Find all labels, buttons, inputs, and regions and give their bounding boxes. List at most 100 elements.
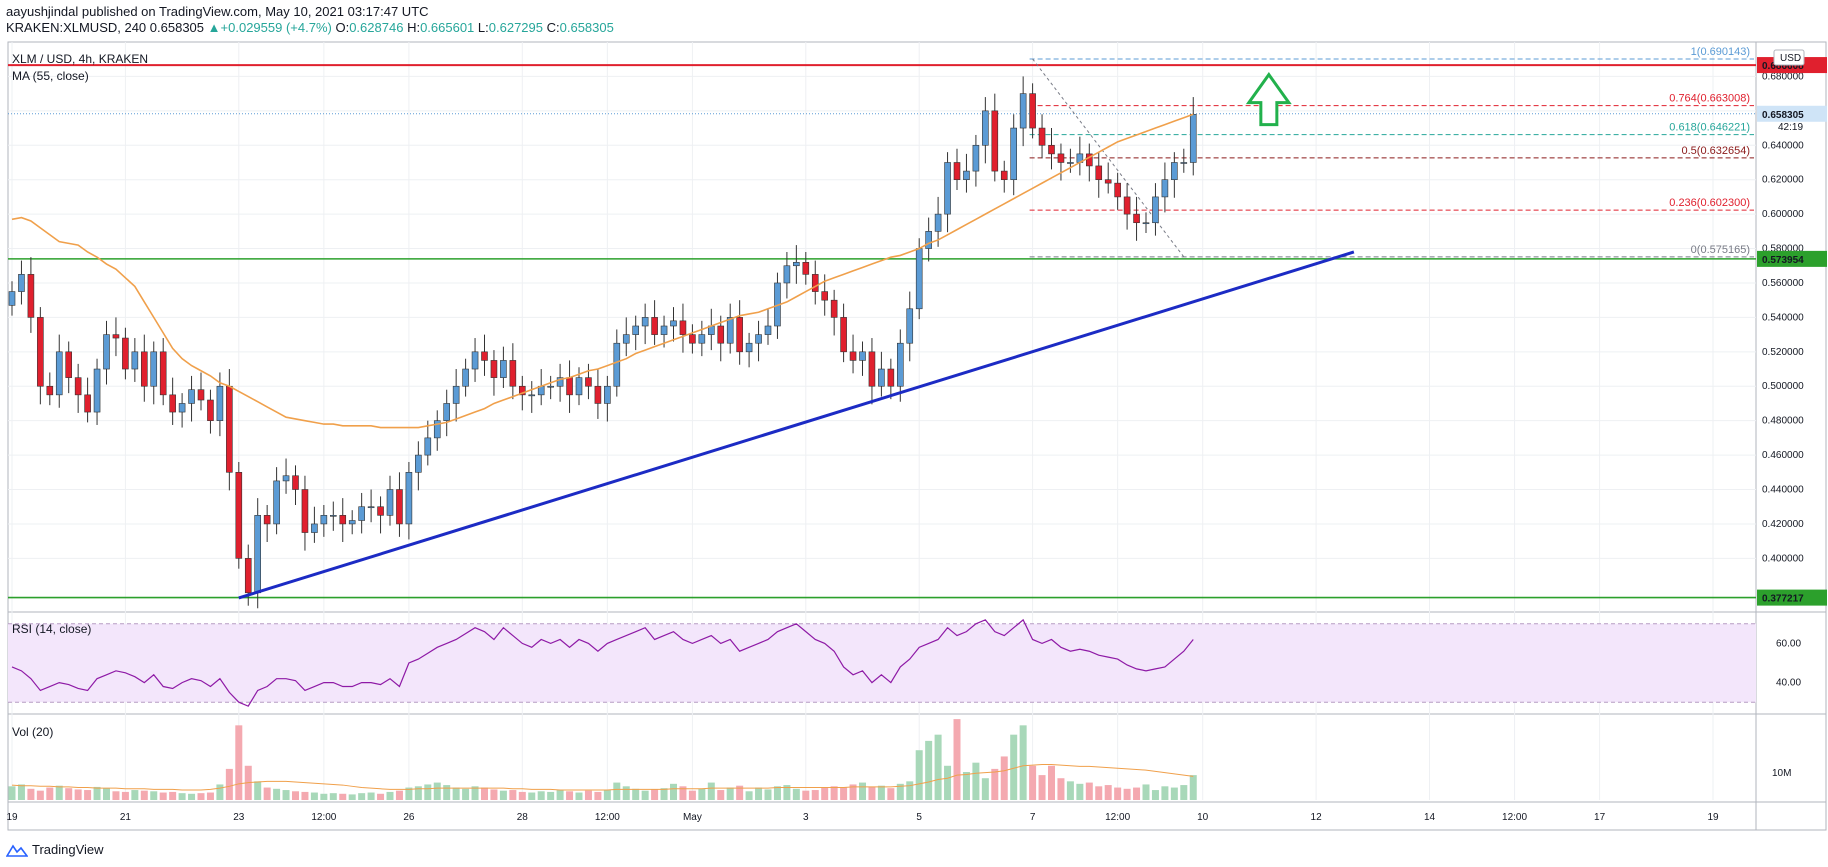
volume-bar (1010, 734, 1018, 800)
x-tick-label: 23 (233, 812, 245, 823)
up-arrow-icon (1245, 72, 1292, 127)
candle (1161, 179, 1169, 198)
volume-bar (1170, 787, 1178, 800)
volume-bar (603, 790, 611, 800)
candle (1029, 93, 1036, 129)
candle (122, 337, 129, 370)
candle (452, 385, 460, 404)
y-tick-label: 0.500000 (1762, 381, 1804, 392)
candle (972, 144, 980, 172)
volume-bar (424, 784, 432, 800)
candle (37, 317, 44, 387)
candle (632, 325, 640, 335)
volume-bar (150, 791, 158, 800)
last-price: 0.658305 (149, 20, 205, 35)
volume-bar (254, 781, 262, 800)
candle (216, 385, 224, 421)
volume-bar (178, 793, 186, 800)
volume-bar (358, 793, 366, 800)
close-value: 0.658305 (559, 20, 614, 35)
rsi-line (11, 618, 1194, 707)
candle (1038, 127, 1046, 146)
candle (849, 351, 857, 361)
volume-bar (566, 791, 574, 800)
volume-bar (131, 790, 139, 800)
candle (793, 262, 800, 267)
candle (169, 394, 176, 413)
volume-bar (481, 787, 488, 800)
candle (481, 351, 488, 361)
volume-bar (764, 789, 772, 800)
volume-bar (632, 788, 640, 800)
volume-bar (443, 785, 451, 800)
volume-bar (726, 787, 734, 800)
volume-bar (84, 790, 92, 800)
y-tick-label: 0.620000 (1762, 175, 1804, 186)
volume-bar (613, 782, 621, 800)
volume-bar (310, 792, 318, 800)
volume-bar (74, 789, 82, 800)
volume-bar (651, 789, 659, 800)
candle (660, 325, 668, 335)
candle (282, 475, 290, 482)
volume-bar (414, 786, 422, 800)
x-tick-label: 12:00 (595, 812, 620, 823)
volume-bar (518, 791, 526, 800)
candle (396, 489, 403, 525)
candle (141, 351, 148, 387)
currency-button[interactable]: USD (1773, 49, 1805, 66)
candle (915, 248, 923, 310)
candle (963, 170, 970, 180)
y-tick-label: 0.640000 (1762, 140, 1804, 151)
candle (783, 265, 791, 284)
candle (424, 437, 432, 456)
volume-bar (329, 793, 337, 800)
volume-bar (622, 786, 630, 800)
candle (509, 360, 517, 387)
candle (377, 506, 384, 516)
volume-bar (584, 790, 592, 800)
volume-bar (802, 790, 810, 800)
vol-tick-label: 10M (1772, 768, 1791, 779)
volume-bar (188, 793, 196, 800)
candle (273, 480, 280, 525)
candle (311, 523, 318, 533)
volume-bar (301, 791, 309, 800)
footer: TradingView (6, 842, 104, 857)
volume-bar (670, 783, 677, 800)
volume-bar (282, 790, 290, 800)
rsi-tick-label: 60.00 (1776, 638, 1801, 649)
last-price-tag: 0.658305 (1762, 110, 1804, 121)
candle (651, 317, 658, 335)
brand-name: TradingView (32, 842, 104, 857)
candle (55, 351, 63, 396)
y-tick-label: 0.460000 (1762, 450, 1804, 461)
volume-bar (953, 719, 961, 800)
volume-bar (103, 788, 110, 800)
candle (934, 213, 942, 232)
y-tick-label: 0.580000 (1762, 244, 1804, 255)
volume-bar (868, 786, 876, 800)
x-tick-label: 7 (1030, 812, 1036, 823)
candle (1104, 179, 1112, 184)
chart-header: aayushjindal published on TradingView.co… (6, 4, 614, 36)
volume-bar (736, 785, 744, 800)
volume-bar (1161, 786, 1169, 800)
candle (93, 368, 101, 413)
candle (329, 515, 337, 517)
candle (235, 472, 243, 559)
candle (301, 489, 309, 533)
candle (594, 385, 602, 404)
volume-bar (944, 765, 952, 800)
volume-bar (717, 790, 725, 800)
candle (547, 385, 554, 388)
open-value: 0.628746 (349, 20, 404, 35)
volume-bar (405, 787, 413, 800)
volume-bar (981, 778, 989, 800)
candle (528, 394, 536, 397)
volume-bar (575, 792, 583, 800)
fib-level-label: 0(0.575165) (1691, 244, 1750, 256)
candle (1152, 196, 1159, 224)
y-tick-label: 0.680000 (1762, 71, 1804, 82)
